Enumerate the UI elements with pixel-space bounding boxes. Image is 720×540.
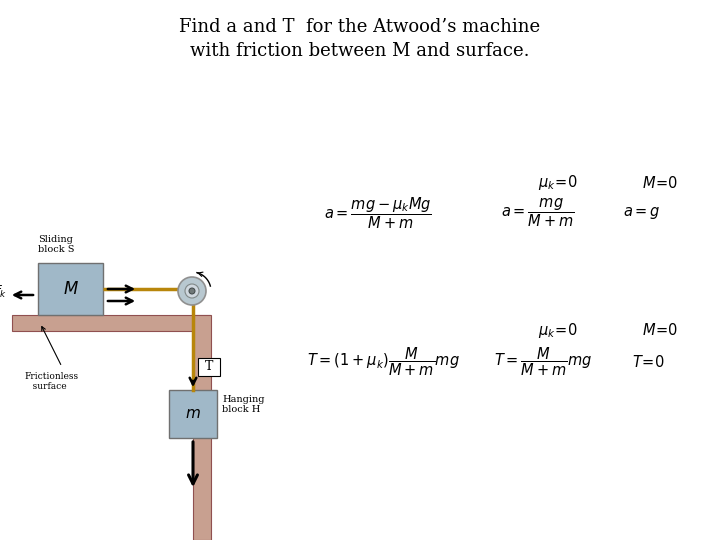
Text: $a=g$: $a=g$	[624, 205, 661, 221]
Text: $\mu_k\!=\!0$: $\mu_k\!=\!0$	[539, 321, 577, 340]
Text: Hanging
block H: Hanging block H	[222, 395, 264, 414]
Bar	[193, 315, 211, 540]
Text: $f_k$: $f_k$	[0, 284, 7, 300]
Text: $M$: $M$	[63, 280, 78, 298]
Circle shape	[189, 288, 195, 294]
Text: Find a and T  for the Atwood’s machine: Find a and T for the Atwood’s machine	[179, 18, 541, 36]
Bar	[12, 315, 210, 331]
Circle shape	[178, 277, 206, 305]
Bar	[198, 358, 220, 376]
Text: $T\!=\!0$: $T\!=\!0$	[631, 354, 665, 370]
Text: Frictionless
   surface: Frictionless surface	[24, 372, 78, 391]
Bar	[169, 390, 217, 438]
Text: $M\!=\!0$: $M\!=\!0$	[642, 175, 678, 191]
Text: $T=(1+\mu_k)\dfrac{M}{M+m}mg$: $T=(1+\mu_k)\dfrac{M}{M+m}mg$	[307, 346, 459, 379]
Text: $M\!=\!0$: $M\!=\!0$	[642, 322, 678, 338]
Text: $a=\dfrac{mg-\mu_kMg}{M+m}$: $a=\dfrac{mg-\mu_kMg}{M+m}$	[324, 195, 432, 231]
Bar	[38, 263, 103, 315]
Text: Sliding
block S: Sliding block S	[38, 235, 74, 254]
Text: with friction between M and surface.: with friction between M and surface.	[190, 42, 530, 60]
Text: $a=\dfrac{mg}{M+m}$: $a=\dfrac{mg}{M+m}$	[501, 197, 575, 230]
Text: $T=\dfrac{M}{M+m}mg$: $T=\dfrac{M}{M+m}mg$	[494, 346, 593, 379]
Text: T: T	[204, 361, 213, 374]
Circle shape	[185, 284, 199, 298]
Text: $\mu_k\!=\!0$: $\mu_k\!=\!0$	[539, 173, 577, 192]
Text: $m$: $m$	[185, 407, 201, 421]
